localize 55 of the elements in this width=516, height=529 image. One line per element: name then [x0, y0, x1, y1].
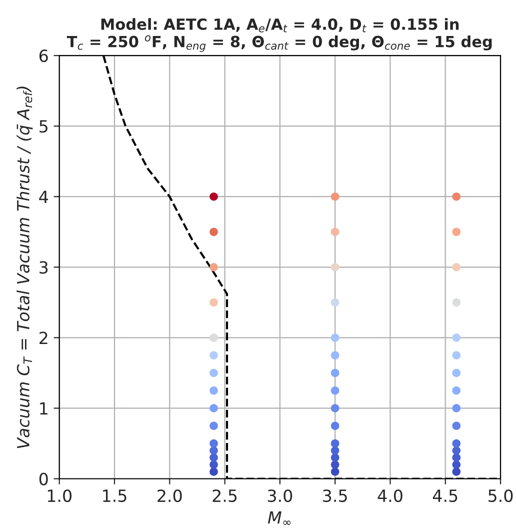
point	[330, 422, 340, 430]
point	[452, 460, 461, 469]
x-tick-label: 5.0	[488, 489, 513, 502]
point	[330, 228, 340, 236]
x-tick-label: 1.0	[48, 489, 72, 502]
point	[452, 404, 461, 412]
x-tick-label: 2.0	[158, 489, 182, 502]
y-tick-label: 2	[40, 332, 48, 344]
point	[452, 446, 461, 455]
point	[452, 422, 461, 430]
point	[210, 368, 218, 378]
point	[452, 298, 461, 307]
chart-title: Model: AETC 1A, A$_{e}$/A$_{t}$ = 4.0, D$_{t}$ = 0.155 in T$_{c}$ = 250 $^{o}$F, N$_{eng}$ = 8, Θ$_{cant}$ = 0 deg, Θ$_{cone}$ = 15 deg	[66, 18, 492, 52]
y-tick-label: 0	[39, 472, 48, 486]
y-tick-label: 5	[40, 120, 48, 133]
point	[452, 192, 461, 201]
point	[452, 368, 461, 378]
point	[210, 228, 218, 236]
point	[452, 228, 461, 236]
x-axis-title: M$_{∞}$	[268, 511, 291, 525]
y-tick-label: 4	[39, 190, 48, 203]
point	[330, 298, 340, 307]
point	[330, 192, 340, 201]
y-axis-title: Vacuum C$_{T}$ = Total Vacuum Thrust / (q̄ A$_{ref}$)	[16, 86, 33, 448]
point	[330, 404, 340, 412]
point	[330, 262, 340, 272]
x-tick-label: 1.5	[103, 490, 126, 502]
point	[210, 439, 218, 448]
point	[330, 446, 340, 455]
point	[210, 298, 218, 307]
point	[452, 386, 461, 395]
x-tick-label: 3.0	[268, 489, 292, 502]
point	[210, 262, 218, 272]
point	[452, 439, 461, 448]
x-tick-label: 3.5	[323, 489, 347, 502]
point	[210, 453, 218, 462]
point	[330, 368, 340, 378]
point	[330, 453, 340, 462]
point	[330, 460, 340, 469]
point	[452, 262, 461, 272]
point	[210, 460, 218, 469]
x-tick-label: 4.0	[378, 489, 402, 502]
x-tick-label: 2.5	[212, 489, 237, 502]
y-tick-label: 3	[40, 261, 48, 274]
point	[452, 351, 461, 360]
point	[210, 386, 218, 395]
x-tick-label: 4.5	[432, 490, 458, 502]
point	[210, 192, 218, 201]
point	[210, 334, 218, 342]
point	[452, 453, 461, 462]
point	[330, 334, 340, 342]
point	[330, 351, 340, 360]
point	[210, 422, 218, 430]
y-tick-label: 6	[39, 50, 48, 62]
y-tick-label: 1	[40, 402, 48, 415]
